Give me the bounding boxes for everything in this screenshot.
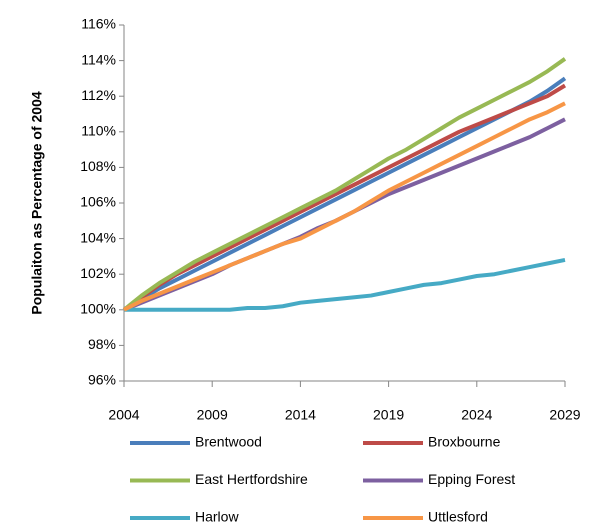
y-tick-label: 102% xyxy=(80,265,116,281)
legend-label: Broxbourne xyxy=(428,434,501,450)
x-tick-label: 2004 xyxy=(108,407,139,423)
y-tick-label: 96% xyxy=(88,372,116,388)
y-tick-label: 116% xyxy=(81,16,116,32)
series-line xyxy=(123,101,566,312)
x-tick-label: 2014 xyxy=(285,407,316,423)
x-tick-label: 2019 xyxy=(373,407,404,423)
legend-label: Brentwood xyxy=(195,434,262,450)
y-tick-label: 108% xyxy=(80,158,116,174)
legend-label: Uttlesford xyxy=(428,509,488,525)
series-line xyxy=(124,257,566,312)
series-line xyxy=(122,83,567,312)
x-tick-label: 2009 xyxy=(197,407,228,423)
y-tick-label: 106% xyxy=(80,194,116,210)
legend-label: Harlow xyxy=(195,509,239,525)
x-tick-label: 2029 xyxy=(549,407,580,423)
y-tick-label: 104% xyxy=(80,229,116,245)
y-tick-label: 112% xyxy=(81,87,116,103)
series-line xyxy=(122,57,567,312)
y-axis-title: Populaiton as Percentage of 2004 xyxy=(29,91,45,315)
x-tick-label: 2024 xyxy=(461,407,492,423)
y-tick-label: 100% xyxy=(80,301,116,317)
y-tick-label: 98% xyxy=(88,336,116,352)
y-tick-label: 110% xyxy=(81,123,116,139)
y-tick-label: 114% xyxy=(81,51,116,67)
legend-label: East Hertfordshire xyxy=(195,471,308,487)
legend-label: Epping Forest xyxy=(428,471,515,487)
